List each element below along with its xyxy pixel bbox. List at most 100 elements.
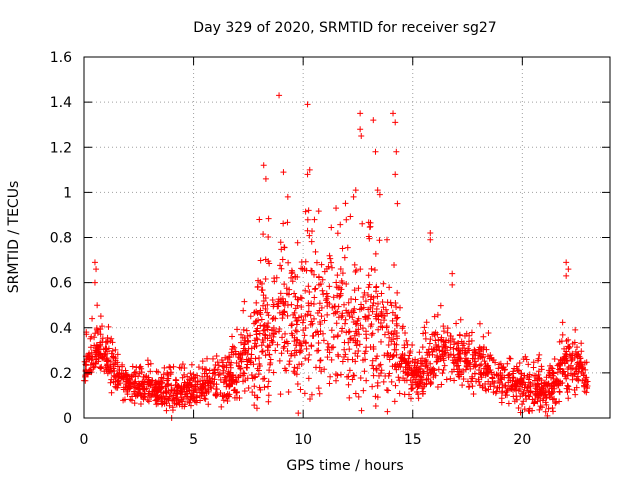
data-point (333, 284, 340, 291)
data-point (499, 365, 506, 372)
data-point (495, 377, 502, 384)
data-point (300, 327, 307, 334)
data-point (409, 358, 416, 365)
data-point (260, 327, 267, 334)
data-point (192, 374, 199, 381)
data-point (256, 330, 263, 337)
data-point (312, 364, 319, 371)
data-point (282, 330, 289, 337)
data-point (293, 349, 300, 356)
data-point (91, 342, 98, 349)
data-point (235, 350, 242, 357)
data-point (316, 300, 323, 307)
data-point (302, 312, 309, 319)
data-point (137, 400, 144, 407)
data-point (186, 387, 193, 394)
data-point (504, 360, 511, 367)
data-point (334, 332, 341, 339)
data-point (366, 281, 373, 288)
data-point (451, 341, 458, 348)
data-point (369, 383, 376, 390)
data-point (278, 350, 285, 357)
data-point (260, 162, 267, 169)
data-point (321, 317, 328, 324)
data-point (370, 299, 377, 306)
data-point (328, 224, 335, 231)
data-point (465, 384, 472, 391)
data-point (346, 346, 353, 353)
data-point (184, 384, 191, 391)
data-point (144, 397, 151, 404)
data-point (401, 356, 408, 363)
data-point (475, 367, 482, 374)
data-point (181, 364, 188, 371)
data-point (375, 326, 382, 333)
data-point (87, 344, 94, 351)
data-point (389, 363, 396, 370)
data-point (245, 345, 252, 352)
data-point (423, 362, 430, 369)
data-point (468, 373, 475, 380)
data-point (475, 376, 482, 383)
data-point (341, 301, 348, 308)
data-point (378, 338, 385, 345)
data-point (402, 329, 409, 336)
data-point (251, 309, 258, 316)
data-point (358, 305, 365, 312)
data-point (439, 370, 446, 377)
data-point (306, 395, 313, 402)
data-point (502, 382, 509, 389)
data-point (437, 302, 444, 309)
data-point (362, 314, 369, 321)
data-point (555, 380, 562, 387)
data-point (408, 367, 415, 374)
data-point (368, 293, 375, 300)
data-point (124, 372, 131, 379)
data-point (264, 309, 271, 316)
data-point (179, 361, 186, 368)
data-point (434, 344, 441, 351)
data-point (572, 326, 579, 333)
data-point (574, 359, 581, 366)
data-point (187, 396, 194, 403)
data-point (346, 313, 353, 320)
data-point (284, 290, 291, 297)
data-point (493, 388, 500, 395)
data-point (553, 399, 560, 406)
data-point (262, 305, 269, 312)
data-point (478, 353, 485, 360)
data-point (123, 378, 130, 385)
data-point (434, 311, 441, 318)
data-point (434, 358, 441, 365)
data-point (284, 302, 291, 309)
data-point (92, 330, 99, 337)
data-point (392, 171, 399, 178)
data-point (317, 357, 324, 364)
data-point (334, 272, 341, 279)
data-point (343, 216, 350, 223)
data-point (188, 374, 195, 381)
data-point (137, 390, 144, 397)
data-point (392, 382, 399, 389)
data-point (538, 377, 545, 384)
data-point (253, 343, 260, 350)
data-point (288, 267, 295, 274)
data-point (384, 310, 391, 317)
data-point (559, 359, 566, 366)
data-point (525, 393, 532, 400)
data-point (537, 403, 544, 410)
data-point (549, 405, 556, 412)
data-point (559, 369, 566, 376)
data-point (201, 377, 208, 384)
data-point (401, 352, 408, 359)
data-point (345, 381, 352, 388)
data-point (379, 324, 386, 331)
data-point (377, 361, 384, 368)
data-point (562, 373, 569, 380)
data-point (306, 289, 313, 296)
data-point (352, 358, 359, 365)
data-point (485, 386, 492, 393)
data-point (481, 358, 488, 365)
data-point (184, 373, 191, 380)
data-point (407, 395, 414, 402)
